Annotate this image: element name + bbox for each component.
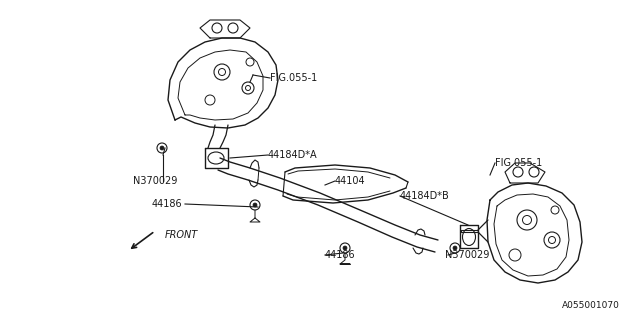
Text: 44104: 44104: [335, 176, 365, 186]
Text: FIG.055-1: FIG.055-1: [495, 158, 542, 168]
Text: 44186: 44186: [152, 199, 182, 209]
Circle shape: [253, 203, 257, 207]
Text: FRONT: FRONT: [165, 230, 198, 240]
Circle shape: [453, 246, 457, 250]
Text: N370029: N370029: [133, 176, 177, 186]
Text: N370029: N370029: [445, 250, 490, 260]
Text: 44184D*A: 44184D*A: [268, 150, 317, 160]
Text: FIG.055-1: FIG.055-1: [270, 73, 317, 83]
Text: A055001070: A055001070: [562, 301, 620, 310]
Text: 44186: 44186: [325, 250, 356, 260]
Text: 44184D*B: 44184D*B: [400, 191, 450, 201]
Circle shape: [160, 146, 164, 150]
Circle shape: [343, 246, 347, 250]
